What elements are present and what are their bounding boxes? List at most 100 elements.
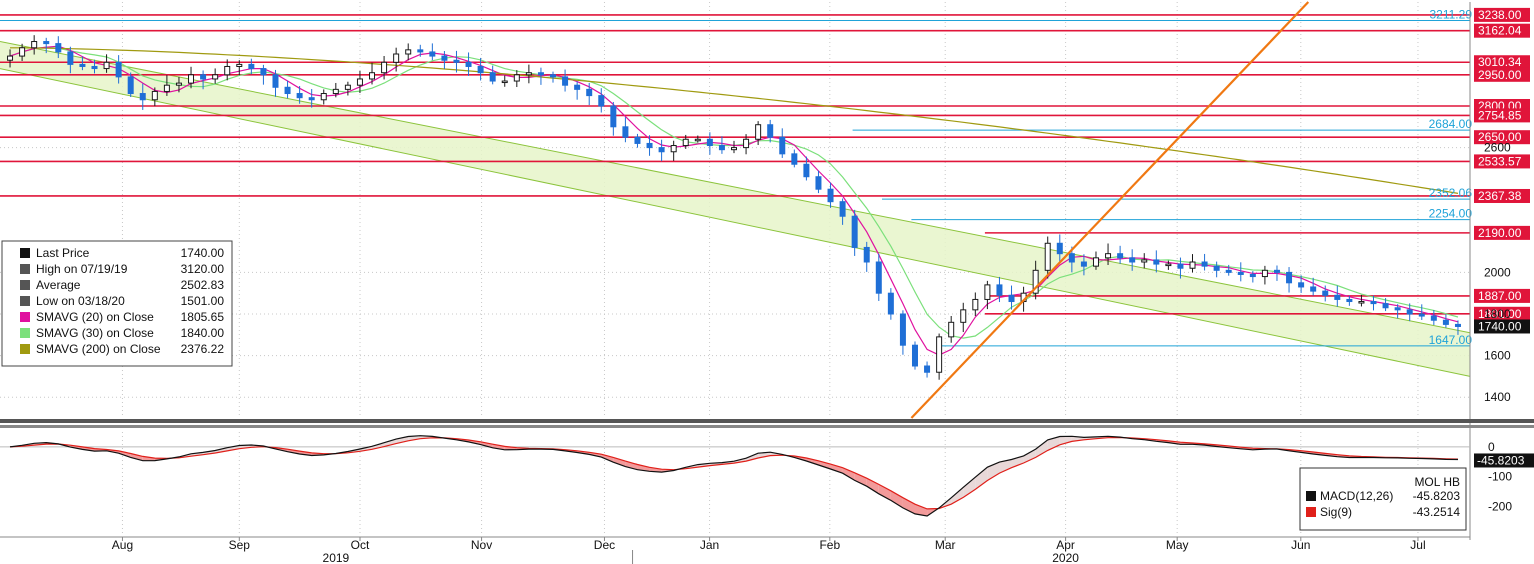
candle-body-38 — [465, 61, 472, 67]
macd-legend-swatch-1 — [1306, 507, 1316, 517]
candle-body-46 — [562, 76, 569, 86]
legend: Last Price 1740.00 High on 07/19/19 3120.00… — [1, 240, 233, 367]
candle-body-66 — [803, 163, 810, 178]
candle-body-109 — [1322, 290, 1329, 296]
price-legend-box — [1, 240, 233, 367]
macd-fill-82 — [999, 459, 1012, 474]
candle-body-4 — [55, 43, 62, 53]
macd-fill-31 — [384, 439, 397, 447]
red-level-tag-8 — [1474, 188, 1530, 203]
price-legend-swatch-2 — [20, 280, 30, 290]
red-level-tag-3 — [1474, 67, 1530, 82]
price-legend-swatch-6 — [20, 344, 30, 354]
macd-fill-33 — [408, 435, 421, 441]
candle-body-68 — [827, 188, 834, 203]
candle-body-71 — [863, 246, 870, 263]
price-legend-label-1: High on 07/19/19 — [36, 262, 128, 276]
month-label-11: Jul — [1410, 538, 1425, 552]
month-label-9: May — [1166, 538, 1189, 552]
panel-divider — [0, 419, 1534, 428]
price-legend-label-2: Average — [36, 278, 81, 292]
candle-body-106 — [1286, 271, 1293, 284]
candle-body-87 — [1056, 242, 1063, 255]
macd-fill-78 — [951, 487, 964, 505]
red-level-tag-2 — [1474, 55, 1530, 70]
candles — [7, 35, 1461, 380]
candle-body-110 — [1334, 294, 1341, 300]
candle-body-111 — [1346, 298, 1353, 303]
price-legend-swatch-3 — [20, 296, 30, 306]
candle-body-6 — [79, 63, 86, 67]
candle-body-82 — [996, 284, 1003, 296]
macd-fill-10 — [130, 453, 143, 461]
price-legend-label-5: SMAVG (30) on Close — [36, 326, 154, 340]
candle-body-5 — [67, 51, 74, 65]
candle-body-70 — [851, 215, 858, 248]
macd-legend-title: MOL HB — [1414, 475, 1460, 489]
candle-body-90 — [1092, 257, 1099, 267]
candle-body-0 — [7, 55, 14, 61]
year-label-0: 2019 — [323, 551, 350, 564]
candle-body-78 — [948, 321, 955, 338]
price-legend-label-3: Low on 03/18/20 — [36, 294, 125, 308]
candle-body-58 — [706, 138, 713, 147]
red-level-label-2: 3010.34 — [1478, 55, 1522, 69]
sma200-line — [10, 47, 1459, 194]
month-label-3: Nov — [471, 538, 492, 552]
macd-fill-61 — [746, 453, 759, 462]
candle-body-16 — [200, 74, 207, 80]
price-tick-label-0: 1400 — [1484, 390, 1511, 404]
macd-legend-label-1: Sig(9) — [1320, 505, 1352, 519]
price-legend-swatch-4 — [20, 312, 30, 322]
channel-upper-edge — [0, 41, 1471, 334]
candle-body-56 — [682, 138, 689, 147]
candle-body-92 — [1117, 253, 1124, 259]
candle-body-57 — [694, 138, 701, 142]
price-legend-swatch-5 — [20, 328, 30, 338]
candle-body-15 — [188, 74, 195, 84]
candle-body-83 — [1008, 294, 1015, 303]
price-tick-label-1: 1600 — [1484, 349, 1511, 363]
price-tick-label-4: 2600 — [1484, 141, 1511, 155]
macd-last-tag — [1474, 453, 1534, 468]
month-label-10: Jun — [1291, 538, 1310, 552]
macd-tick-label-0: 0 — [1488, 440, 1495, 454]
candle-body-114 — [1382, 303, 1389, 309]
macd-fill-62 — [758, 452, 771, 458]
red-level-tag-1 — [1474, 23, 1530, 38]
price-legend-swatch-1 — [20, 264, 30, 274]
candle-body-74 — [899, 313, 906, 346]
price-legend-value-1: 3120.00 — [181, 262, 225, 276]
red-level-tag-10 — [1474, 288, 1530, 303]
macd-fill-81 — [987, 462, 1000, 481]
candle-body-8 — [103, 61, 110, 70]
candle-body-118 — [1430, 315, 1437, 321]
month-label-6: Feb — [819, 538, 840, 552]
candle-body-1 — [19, 47, 26, 57]
candle-body-29 — [356, 78, 363, 86]
macd-fill-68 — [830, 464, 843, 474]
candle-body-115 — [1394, 307, 1401, 311]
macd-fill-50 — [613, 457, 626, 467]
candle-body-34 — [417, 49, 424, 53]
candle-body-81 — [984, 284, 991, 300]
last-price-label: 1740.00 — [1478, 319, 1522, 333]
candle-body-11 — [139, 93, 146, 101]
candle-body-72 — [875, 261, 882, 294]
macd-legend-label-0: MACD(12,26) — [1320, 489, 1393, 503]
price-legend-label-0: Last Price — [36, 246, 90, 260]
macd-fill-70 — [854, 472, 867, 487]
price-legend-value-3: 1501.00 — [181, 294, 225, 308]
macd-fill-66 — [806, 458, 819, 466]
month-label-5: Jan — [700, 538, 719, 552]
price-legend-label-4: SMAVG (20) on Close — [36, 310, 154, 324]
candle-body-12 — [151, 90, 158, 101]
candle-body-105 — [1273, 269, 1280, 273]
macd-legend-value-1: -43.2514 — [1413, 505, 1461, 519]
candle-body-17 — [212, 74, 219, 80]
price-legend-label-6: SMAVG (200) on Close — [36, 342, 161, 356]
macd-fill-84 — [1023, 449, 1036, 463]
candle-body-98 — [1189, 261, 1196, 269]
